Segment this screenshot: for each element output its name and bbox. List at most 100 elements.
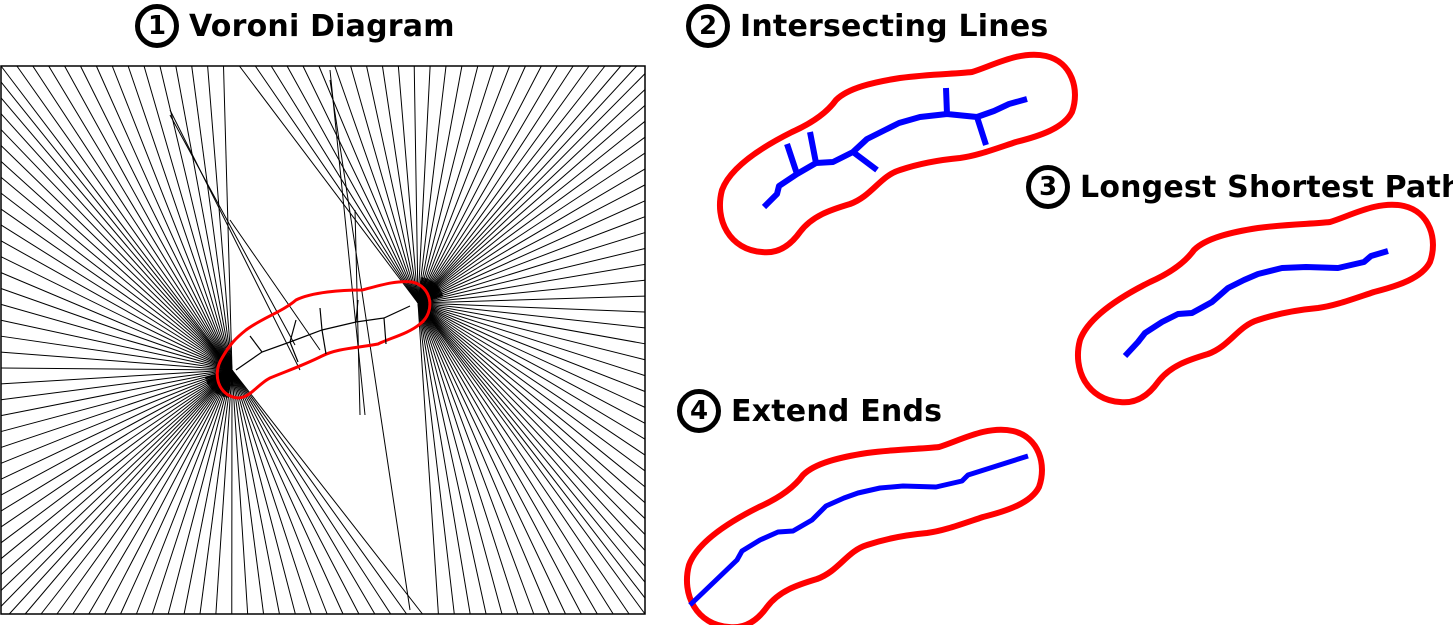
voronoi-edge [135,369,233,615]
step-3-label: Longest Shortest Path [1080,169,1453,205]
voronoi-frame [0,65,646,615]
voronoi-edge [0,367,233,371]
voronoi-edge [24,369,233,615]
voronoi-edge [0,208,233,371]
voronoi-red-outline [215,280,432,400]
voronoi-edge [417,73,646,304]
voronoi-edge [104,369,233,615]
voronoi-edge [417,302,503,615]
voronoi-edge [8,369,233,615]
voronoi-edge [167,369,233,615]
voronoi-edge [270,65,419,304]
voronoi-edge [417,302,646,313]
voronoi-edge [151,369,233,615]
voronoi-edge [0,369,233,417]
voronoi-edge [366,65,419,304]
step-4-title: 4 Extend Ends [677,389,942,433]
voronoi-edge [417,279,646,304]
voronoi-edge [0,369,233,448]
voronoi-edge [417,302,646,535]
voronoi-edge [0,369,233,575]
voronoi-edge [417,302,646,567]
step-1-title: 1 Voroni Diagram [135,4,455,48]
voronoi-edge [231,369,328,615]
voronoi-edge [175,65,233,371]
voronoi-edge [417,302,439,615]
voronoi-edge [215,369,233,615]
voronoi-edge [417,152,646,304]
voronoi-edge [417,105,646,304]
voronoi-edge [127,65,233,371]
step-4-label: Extend Ends [731,393,943,429]
voronoi-edge [417,302,614,615]
voronoi-edge [207,65,233,371]
voronoi-edge [417,168,646,304]
voronoi-edge [0,369,233,544]
voronoi-edge [417,302,455,615]
voronoi-edge [417,302,646,424]
voronoi-edge [64,65,233,371]
voronoi-edge [302,65,419,304]
voronoi-edge [223,65,233,371]
voronoi-edge [0,224,233,371]
voronoi-edge [229,219,321,351]
voronoi-edge [254,65,419,304]
longest-path-panel [1075,201,1436,406]
voronoi-edge [183,369,233,615]
voronoi-edge [0,192,233,371]
voronoi-edge [329,69,366,416]
voronoi-edge [0,369,233,464]
voronoi-edge [417,65,622,304]
voronoi-edge [417,302,646,472]
voronoi-edge [417,65,638,304]
voronoi-edge [32,65,233,371]
voronoi-edge [417,65,447,304]
voronoi-edge [417,302,471,615]
voronoi-edge [191,65,233,371]
voronoi-edge [417,65,526,304]
voronoi-edge [0,369,233,591]
voronoi-edge [318,65,419,304]
voronoi-edge [417,302,646,329]
voronoi-edge [417,65,542,304]
voronoi-edge [417,302,646,377]
number-badge-icon: 4 [677,389,721,433]
voronoi-edge [231,369,392,615]
voronoi-edge [417,302,582,615]
voronoi-edge [0,113,233,371]
voronoi-edge [80,65,233,371]
voronoi-edge [417,302,646,599]
voronoi-edge [231,369,249,615]
voronoi-edge [0,319,233,371]
voronoi-edge [417,65,558,304]
voronoi-edge [354,209,361,416]
voronoi-edge [231,369,376,615]
voronoi-edge [0,160,233,371]
step-2-title: 2 Intersecting Lines [686,4,1048,48]
voronoi-edge [0,369,233,385]
voronoi-edge [0,351,233,371]
voronoi-edge [0,335,233,371]
voronoi-edge [0,97,233,371]
voronoi-edge [417,302,646,615]
voronoi-edge [417,65,590,304]
voronoi-edge [417,302,646,408]
voronoi-edge [381,65,419,304]
voronoi-edge [417,200,646,304]
voronoi-edge [40,369,233,615]
voronoi-edge [16,65,233,371]
voronoi-edge [417,247,646,304]
voronoi-edge [417,65,606,304]
voronoi-edge [417,302,519,615]
voronoi-panel [0,65,646,615]
voronoi-edge [397,65,419,304]
voronoi-edge [286,65,419,304]
voronoi-edge [0,369,233,528]
voronoi-edge [0,240,233,371]
skeleton-intersecting [761,87,1028,210]
voronoi-edge [0,369,233,607]
voronoi-edge [417,65,431,304]
voronoi-edge [169,114,296,346]
voronoi-edge [417,136,646,304]
